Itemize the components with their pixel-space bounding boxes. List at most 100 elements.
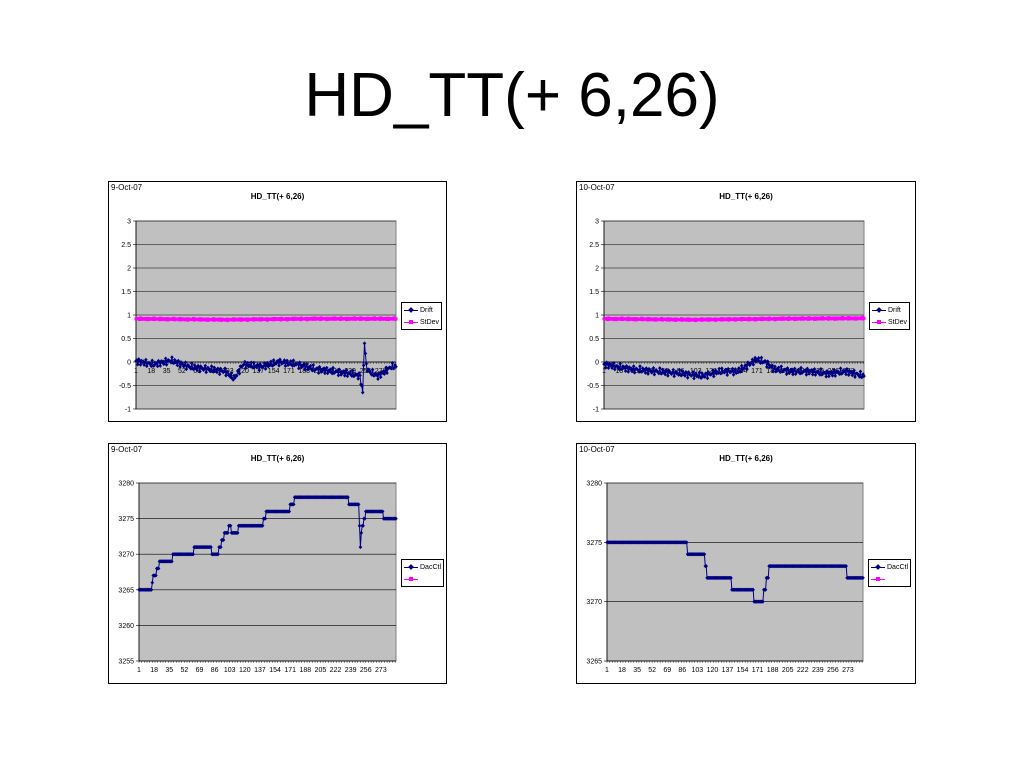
data-point <box>356 502 361 507</box>
data-point <box>650 369 655 374</box>
chart-date: 10-Oct-07 <box>579 183 615 192</box>
data-point <box>855 371 860 376</box>
data-point <box>685 375 690 380</box>
data-point <box>675 371 680 376</box>
data-point <box>302 362 307 367</box>
data-point <box>357 371 361 376</box>
chart-svg: -1-0.500.511.522.53118355269861031201371… <box>119 219 398 414</box>
x-tick-label: 52 <box>648 667 656 674</box>
data-point <box>838 366 843 371</box>
chart-svg: 3255 3260 3265 3270 3275 3280 1 18 35 52 69 86 103 12… <box>118 481 398 674</box>
x-tick-label: 120 <box>237 368 249 375</box>
data-point <box>364 361 369 366</box>
data-point <box>828 370 832 375</box>
data-point <box>696 375 701 380</box>
chart-date: 9-Oct-07 <box>111 445 143 454</box>
data-point <box>699 375 703 380</box>
data-point <box>152 316 156 320</box>
data-point <box>359 530 364 535</box>
data-point <box>137 358 142 363</box>
y-tick-label: 3280 <box>586 481 602 488</box>
slide-title: HD_TT(+ 6,26) <box>304 61 720 130</box>
chart-panel-drift-10oct: 10-Oct-07 HD_TT(+ 6,26) -1 -0.5 0 0.5 1 1.5 2 2… <box>576 181 916 422</box>
data-point <box>156 358 161 363</box>
legend-entry: DacCtl <box>871 561 908 573</box>
data-point <box>318 318 322 322</box>
x-tick-label: 120 <box>707 667 719 674</box>
data-point <box>298 362 303 367</box>
data-point <box>745 367 749 372</box>
x-tick-label: 69 <box>663 667 671 674</box>
data-point <box>257 368 262 373</box>
x-tick-label: 69 <box>196 667 204 674</box>
data-point <box>394 317 398 321</box>
data-point <box>319 369 324 374</box>
data-point <box>394 364 398 369</box>
data-point <box>770 363 775 368</box>
data-point <box>228 523 233 528</box>
data-point <box>738 369 743 374</box>
data-point <box>346 495 350 500</box>
data-point <box>248 364 253 369</box>
x-tick-label: 171 <box>284 667 296 674</box>
y-tick-label: 3260 <box>118 623 134 630</box>
data-point <box>178 364 182 369</box>
data-point <box>606 366 611 371</box>
data-point <box>776 365 781 370</box>
data-point <box>268 363 272 368</box>
y-tick-label: 0.5 <box>589 336 599 343</box>
x-tick-label: 137 <box>722 667 734 674</box>
data-point <box>390 360 395 365</box>
data-point <box>798 371 802 376</box>
y-tick-label: 3270 <box>586 599 602 606</box>
chart-svg: -1-0.500.511.522.53118355269861031201371… <box>587 219 866 414</box>
x-tick-label: 188 <box>298 368 310 375</box>
data-point <box>228 375 233 380</box>
data-point <box>765 364 769 369</box>
data-point <box>152 363 156 368</box>
data-point <box>726 366 730 371</box>
data-point <box>143 360 147 365</box>
data-point <box>170 559 174 564</box>
data-point <box>333 370 337 375</box>
data-point <box>774 369 778 374</box>
x-tick-label: 154 <box>268 368 280 375</box>
data-point <box>671 367 676 372</box>
chart-panel-drift-9oct: 9-Oct-07 HD_TT(+ 6,26) -1 -0.5 0 0.5 1 1.5 2 2.… <box>108 181 447 422</box>
data-point <box>755 357 759 362</box>
legend-swatch <box>404 319 418 324</box>
data-point <box>240 364 244 369</box>
data-point <box>279 361 284 366</box>
data-point <box>860 374 865 379</box>
legend-swatch <box>871 563 885 570</box>
data-point <box>378 317 382 321</box>
data-point <box>247 363 252 368</box>
data-point <box>612 367 617 372</box>
y-tick-label: 1 <box>595 313 599 320</box>
data-point <box>385 371 389 376</box>
legend-entry: Drift <box>404 304 439 316</box>
x-tick-label: 239 <box>812 667 824 674</box>
legend-swatch <box>872 319 886 324</box>
legend-label: Drift <box>888 306 901 314</box>
legend-swatch <box>404 306 418 313</box>
data-point <box>380 509 385 514</box>
data-point <box>636 368 640 373</box>
data-point <box>611 363 615 368</box>
data-point <box>647 366 651 371</box>
data-point <box>813 372 818 377</box>
data-point <box>846 372 851 377</box>
data-point <box>157 318 161 322</box>
data-point <box>286 363 290 368</box>
data-point <box>612 360 616 365</box>
x-tick-label: 205 <box>782 667 794 674</box>
x-tick-label: 256 <box>827 667 839 674</box>
y-tick-label: 3255 <box>118 659 134 666</box>
legend-entry: StDev <box>872 316 907 328</box>
data-point <box>722 370 727 375</box>
legend-entry <box>871 573 908 585</box>
x-tick-label: 171 <box>751 368 763 375</box>
data-point <box>291 358 296 363</box>
data-point <box>318 367 323 372</box>
data-point <box>663 372 667 377</box>
